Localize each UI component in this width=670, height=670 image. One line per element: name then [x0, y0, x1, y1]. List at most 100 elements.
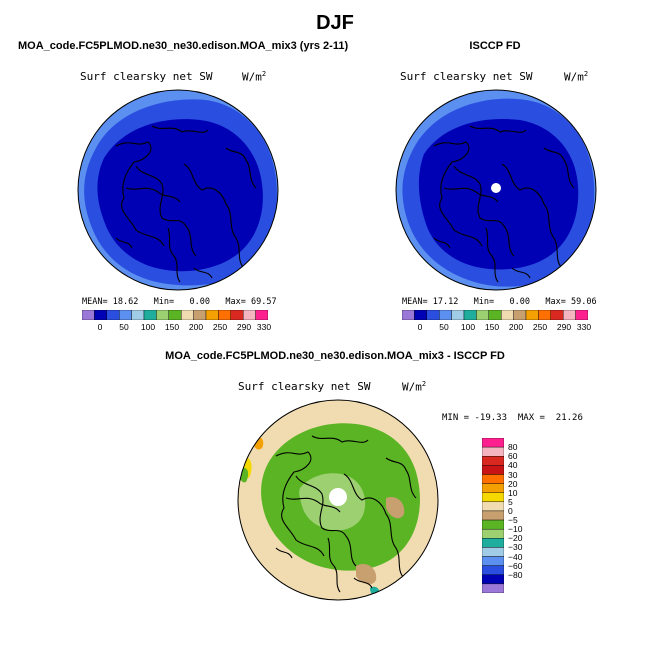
colorbar-swatch — [482, 583, 504, 593]
colorbar-swatch — [575, 310, 588, 320]
colorbar-swatch — [168, 310, 182, 320]
colorbar-swatch — [482, 501, 504, 512]
diff-cb-label: 80 — [508, 442, 518, 453]
left-cb-label: 250 — [212, 322, 228, 332]
colorbar-swatch — [205, 310, 219, 320]
left-cb-label: 0 — [97, 322, 103, 332]
colorbar-swatch — [482, 538, 504, 548]
diff-cb-label: −5 — [508, 515, 518, 526]
right-cb-label: 0 — [417, 322, 423, 332]
right-cb-label: 50 — [439, 322, 449, 332]
left-polar-map — [77, 89, 279, 291]
diff-patch-tan-2 — [356, 563, 377, 585]
colorbar-swatch — [482, 456, 504, 466]
left-cb-label: 50 — [119, 322, 129, 332]
diff-patch-tan-1 — [386, 496, 405, 519]
colorbar-swatch — [193, 310, 207, 320]
right-cb-label: 200 — [508, 322, 524, 332]
diff-cb-label: −60 — [508, 560, 523, 571]
left-stats: MEAN= 18.62 Min= 0.00 Max= 69.57 — [82, 297, 277, 307]
left-cb-label: 150 — [164, 322, 180, 332]
diff-cb-label: 60 — [508, 451, 518, 462]
right-polar-map — [395, 89, 597, 291]
right-region-polar — [418, 119, 579, 270]
colorbar-swatch — [488, 310, 502, 320]
right-colorbar-labels: 0 50 100 150 200 250 290 330 — [402, 322, 591, 334]
colorbar-swatch — [482, 483, 504, 493]
right-units-label: W/m2 — [564, 70, 589, 84]
colorbar-swatch — [482, 574, 504, 585]
diff-colorbar-labels: 80 60 40 30 20 10 5 0 −5 −10 −20 −30 −40… — [508, 438, 548, 593]
diff-cb-label: −30 — [508, 542, 523, 553]
colorbar-swatch — [143, 310, 157, 320]
left-cb-label: 330 — [256, 322, 272, 332]
colorbar-swatch — [513, 310, 527, 320]
colorbar-swatch — [482, 465, 504, 475]
right-cb-label: 150 — [484, 322, 500, 332]
colorbar-swatch — [482, 565, 504, 575]
colorbar-swatch — [156, 310, 170, 320]
colorbar-swatch — [482, 547, 504, 557]
diff-variable-label: Surf clearsky net SW — [238, 380, 371, 393]
colorbar-swatch — [218, 310, 231, 320]
colorbar-swatch — [106, 310, 120, 320]
left-case-title: MOA_code.FC5PLMOD.ne30_ne30.edison.MOA_m… — [18, 40, 349, 52]
right-case-title: ISCCP FD — [469, 40, 521, 52]
diff-cb-label: 5 — [508, 496, 513, 507]
colorbar-swatch — [482, 556, 504, 566]
diff-minmax: MIN = -19.33 MAX = 21.26 — [442, 413, 583, 423]
page-title: DJF — [316, 12, 354, 34]
colorbar-swatch — [463, 310, 477, 320]
right-stats: MEAN= 17.12 Min= 0.00 Max= 59.06 — [402, 297, 597, 307]
colorbar-swatch — [230, 310, 244, 320]
colorbar-swatch — [476, 310, 490, 320]
left-region-polar — [97, 119, 263, 272]
right-cb-label: 100 — [460, 322, 476, 332]
colorbar-swatch — [180, 310, 194, 320]
colorbar-swatch — [482, 510, 504, 521]
right-cb-label: 290 — [556, 322, 572, 332]
colorbar-swatch — [482, 492, 504, 503]
diff-cb-label: −80 — [508, 569, 523, 580]
left-colorbar-labels: 0 50 100 150 200 250 290 330 — [82, 322, 271, 334]
diff-colorbar — [482, 438, 504, 593]
right-map-border — [395, 89, 597, 291]
right-pole-missing — [491, 183, 501, 193]
colorbar-swatch — [482, 528, 504, 539]
colorbar-swatch — [439, 310, 452, 320]
left-coastlines — [115, 125, 257, 283]
diff-cb-label: −40 — [508, 551, 523, 562]
right-colorbar — [402, 310, 588, 320]
diff-case-title: MOA_code.FC5PLMOD.ne30_ne30.edison.MOA_m… — [165, 350, 505, 362]
left-cb-label: 200 — [188, 322, 204, 332]
colorbar-swatch — [482, 474, 504, 484]
colorbar-swatch — [550, 310, 564, 320]
colorbar-swatch — [562, 310, 576, 320]
colorbar-swatch — [242, 310, 256, 320]
diff-cb-label: −10 — [508, 524, 523, 535]
colorbar-swatch — [538, 310, 551, 320]
colorbar-swatch — [414, 310, 427, 320]
diff-cb-label: 40 — [508, 460, 518, 471]
right-cb-label: 250 — [532, 322, 548, 332]
right-variable-label: Surf clearsky net SW — [400, 70, 533, 83]
diff-cb-label: 10 — [508, 487, 518, 498]
diff-cb-label: 0 — [508, 505, 513, 516]
left-cb-label: 100 — [140, 322, 156, 332]
right-coastlines — [433, 125, 575, 283]
diff-cb-label: 30 — [508, 469, 518, 480]
colorbar-swatch — [426, 310, 440, 320]
colorbar-swatch — [402, 310, 415, 320]
colorbar-swatch — [482, 438, 504, 448]
diff-polar-map — [237, 399, 439, 601]
left-cb-label: 290 — [236, 322, 252, 332]
diff-cb-label: 20 — [508, 478, 518, 489]
colorbar-swatch — [451, 310, 465, 320]
colorbar-swatch — [131, 310, 145, 320]
left-units-label: W/m2 — [242, 70, 267, 84]
diff-map-border — [237, 399, 439, 601]
diff-units-label: W/m2 — [402, 380, 427, 394]
colorbar-swatch — [482, 446, 504, 457]
diff-cb-label: −20 — [508, 533, 523, 544]
left-variable-label: Surf clearsky net SW — [80, 70, 213, 83]
